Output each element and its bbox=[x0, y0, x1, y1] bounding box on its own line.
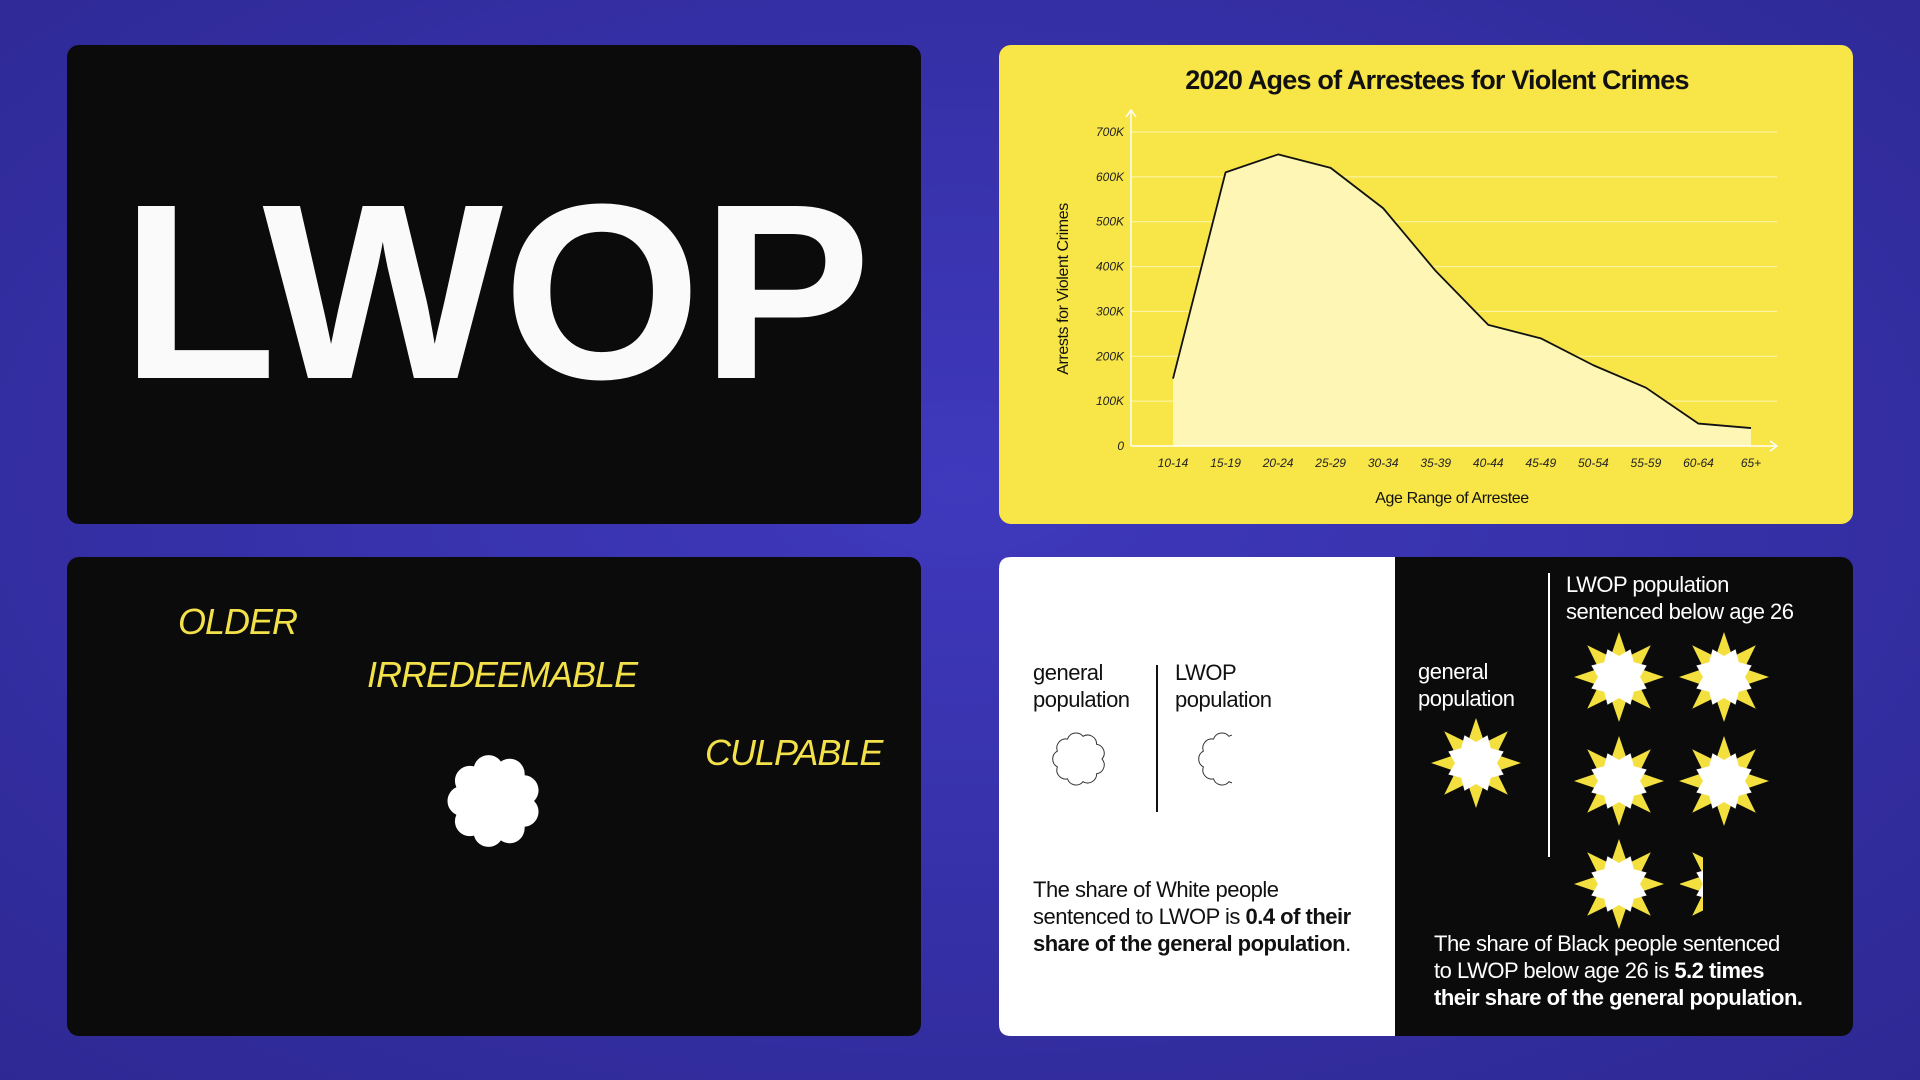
y-tick-label: 500K bbox=[1096, 215, 1125, 229]
star-icon bbox=[1679, 736, 1769, 826]
star-inner bbox=[1591, 649, 1647, 705]
group-label: general bbox=[1418, 659, 1488, 684]
area bbox=[1173, 154, 1751, 446]
star-icon bbox=[1574, 839, 1664, 929]
logo: LWOP bbox=[121, 152, 871, 431]
flower-outline-partial bbox=[1198, 732, 1232, 786]
group-label: LWOP population bbox=[1566, 572, 1729, 597]
text-run: their share of the general population. bbox=[1434, 985, 1803, 1010]
text-run: 5.2 times bbox=[1674, 958, 1764, 983]
star-icon bbox=[1680, 852, 1703, 916]
y-tick-label: 600K bbox=[1096, 170, 1125, 184]
x-axis-arrow bbox=[1769, 440, 1779, 452]
star-icon bbox=[1679, 632, 1769, 722]
x-tick-label: 60-64 bbox=[1683, 456, 1714, 470]
group-label: general bbox=[1033, 660, 1103, 685]
flower-outline bbox=[1052, 732, 1105, 786]
trait-word: CULPABLE bbox=[705, 732, 884, 773]
paragraph-line: The share of White people bbox=[1033, 877, 1279, 902]
text-run: The share of Black people sentenced bbox=[1434, 931, 1780, 956]
text-run: The share of White people bbox=[1033, 877, 1279, 902]
paragraph-line: sentenced to LWOP is 0.4 of their bbox=[1033, 904, 1352, 929]
text-run: to LWOP below age 26 is bbox=[1434, 958, 1674, 983]
x-tick-label: 40-44 bbox=[1473, 456, 1504, 470]
flower-icon bbox=[447, 755, 539, 847]
star-inner bbox=[1696, 649, 1752, 705]
x-tick-label: 45-49 bbox=[1525, 456, 1556, 470]
text-run: 0.4 of their bbox=[1245, 904, 1351, 929]
x-tick-label: 20-24 bbox=[1262, 456, 1294, 470]
star-icon bbox=[1431, 718, 1521, 808]
star-inner bbox=[1696, 753, 1752, 809]
paragraph-line: their share of the general population. bbox=[1434, 985, 1803, 1010]
group-label: population bbox=[1418, 686, 1515, 711]
y-tick-label: 0 bbox=[1117, 439, 1124, 453]
text-run: sentenced to LWOP is bbox=[1033, 904, 1245, 929]
y-tick-label: 100K bbox=[1096, 394, 1125, 408]
group-label: population bbox=[1175, 687, 1272, 712]
chart: 2020 Ages of Arrestees for Violent Crime… bbox=[1055, 65, 1779, 507]
y-tick-label: 300K bbox=[1096, 304, 1125, 318]
x-tick-label: 15-19 bbox=[1210, 456, 1241, 470]
star-inner bbox=[1696, 870, 1703, 898]
trait-word: IRREDEEMABLE bbox=[367, 654, 639, 695]
star-icons bbox=[1431, 632, 1769, 929]
star-inner bbox=[1591, 753, 1647, 809]
y-tick-label: 700K bbox=[1096, 125, 1125, 139]
paragraph-line: to LWOP below age 26 is 5.2 times bbox=[1434, 958, 1764, 983]
star-icon bbox=[1574, 736, 1664, 826]
x-axis-label: Age Range of Arrestee bbox=[1375, 490, 1529, 507]
x-tick-label: 65+ bbox=[1741, 456, 1761, 470]
x-tick-label: 55-59 bbox=[1631, 456, 1662, 470]
x-tick-label: 50-54 bbox=[1578, 456, 1609, 470]
logo-panel bbox=[67, 45, 921, 524]
x-tick-label: 25-29 bbox=[1314, 456, 1346, 470]
y-tick-label: 200K bbox=[1095, 349, 1125, 363]
text-run: . bbox=[1345, 931, 1351, 956]
star-inner bbox=[1591, 856, 1647, 912]
x-tick-label: 10-14 bbox=[1158, 456, 1189, 470]
paragraph-line: The share of Black people sentenced bbox=[1434, 931, 1780, 956]
star-inner bbox=[1448, 735, 1504, 791]
line bbox=[1172, 153, 1752, 429]
trait-word: OLDER bbox=[178, 601, 297, 642]
y-axis-arrow bbox=[1125, 108, 1137, 118]
chart-title: 2020 Ages of Arrestees for Violent Crime… bbox=[1185, 65, 1688, 95]
y-tick-label: 400K bbox=[1096, 260, 1125, 274]
paragraph-line: share of the general population. bbox=[1033, 931, 1351, 956]
x-tick-label: 30-34 bbox=[1368, 456, 1399, 470]
text-run: share of the general population bbox=[1033, 931, 1345, 956]
white-half bbox=[999, 557, 1395, 1036]
group-label: LWOP bbox=[1175, 660, 1236, 685]
star-outer bbox=[1680, 852, 1703, 916]
group-label: population bbox=[1033, 687, 1130, 712]
y-axis-label: Arrests for Violent Crimes bbox=[1055, 203, 1072, 375]
x-tick-label: 35-39 bbox=[1420, 456, 1451, 470]
star-icon bbox=[1574, 632, 1664, 722]
group-label: sentenced below age 26 bbox=[1566, 599, 1794, 624]
